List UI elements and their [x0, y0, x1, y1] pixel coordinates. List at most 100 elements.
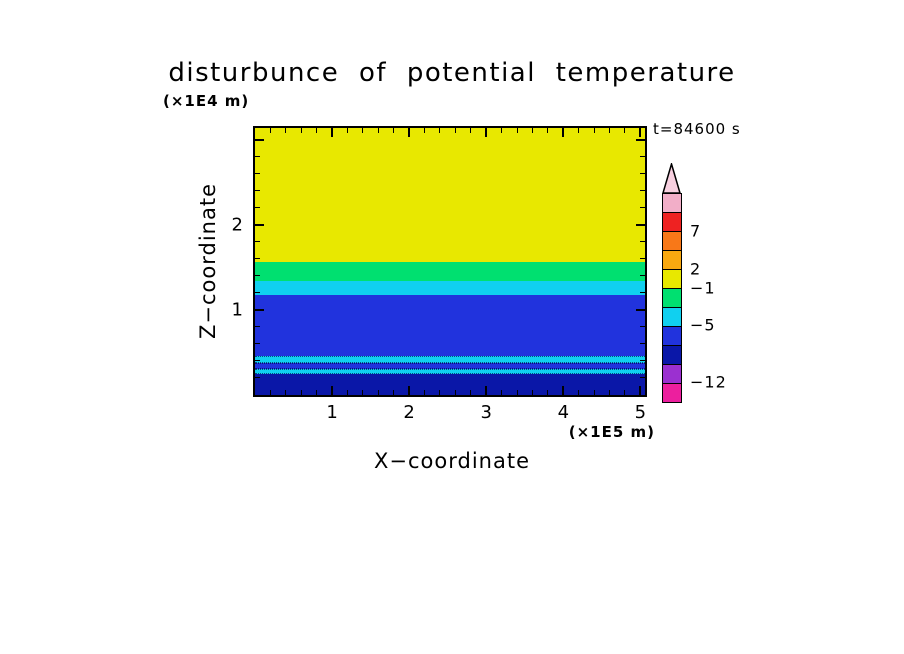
band-green-band [255, 262, 645, 282]
y-axis-title: Z−coordinate [196, 183, 220, 339]
minor-tick-x-bottom [501, 390, 503, 395]
y-axis-unit: (×1E4 m) [163, 92, 250, 110]
colorbar [662, 193, 682, 403]
major-tick-x-bottom [408, 386, 411, 395]
minor-tick-x-top [593, 128, 595, 133]
minor-tick-y-right [640, 326, 645, 328]
minor-tick-x-top [362, 128, 364, 133]
minor-tick-y-right [640, 190, 645, 192]
minor-tick-y-left [255, 343, 260, 345]
minor-tick-x-bottom [531, 390, 533, 395]
minor-tick-y-left [255, 207, 260, 209]
minor-tick-y-left [255, 173, 260, 175]
minor-tick-x-top [547, 128, 549, 133]
minor-tick-x-top [424, 128, 426, 133]
minor-tick-y-right [640, 156, 645, 158]
minor-tick-x-top [300, 128, 302, 133]
minor-tick-x-top [285, 128, 287, 133]
minor-tick-x-top [470, 128, 472, 133]
chart-title: disturbunce of potential temperature [168, 58, 736, 88]
minor-tick-x-top [501, 128, 503, 133]
x-axis-unit: (×1E5 m) [568, 423, 655, 441]
minor-tick-y-left [255, 377, 260, 379]
colorbar-label: 2 [690, 259, 702, 279]
band-cyan-stripe-low [255, 368, 645, 374]
major-tick-y-right [636, 308, 645, 311]
minor-tick-x-top [454, 128, 456, 133]
major-tick-x-top [639, 128, 642, 137]
x-tick-label: 2 [403, 402, 415, 423]
band-cyan-band [255, 281, 645, 295]
minor-tick-x-top [346, 128, 348, 133]
x-axis-title: X−coordinate [374, 449, 530, 473]
colorbar-segment-2 [663, 232, 681, 251]
major-tick-y-right [636, 138, 645, 141]
colorbar-segment-8 [663, 346, 681, 365]
minor-tick-y-right [640, 292, 645, 294]
colorbar-segment-3 [663, 251, 681, 270]
colorbar-segment-9 [663, 365, 681, 384]
minor-tick-y-right [640, 275, 645, 277]
minor-tick-y-right [640, 343, 645, 345]
minor-tick-x-bottom [593, 390, 595, 395]
minor-tick-x-top [269, 128, 271, 133]
minor-tick-x-bottom [269, 390, 271, 395]
minor-tick-x-bottom [285, 390, 287, 395]
minor-tick-y-right [640, 377, 645, 379]
x-tick-label: 5 [634, 402, 647, 423]
time-label: t=84600 s [653, 120, 741, 138]
minor-tick-x-bottom [393, 390, 395, 395]
minor-tick-x-bottom [516, 390, 518, 395]
colorbar-segment-0 [663, 194, 681, 213]
minor-tick-x-bottom [424, 390, 426, 395]
minor-tick-y-left [255, 360, 260, 362]
colorbar-label: −12 [690, 372, 727, 392]
minor-tick-x-top [393, 128, 395, 133]
major-tick-y-left [255, 308, 264, 311]
minor-tick-x-bottom [346, 390, 348, 395]
x-tick-label: 1 [326, 402, 338, 423]
major-tick-x-bottom [639, 386, 642, 395]
major-tick-y-right [636, 223, 645, 226]
minor-tick-y-left [255, 258, 260, 260]
major-tick-x-top [331, 128, 334, 137]
minor-tick-y-right [640, 360, 645, 362]
colorbar-segment-6 [663, 308, 681, 327]
colorbar-label: −5 [690, 315, 716, 335]
y-tick-label: 2 [231, 214, 243, 236]
minor-tick-x-top [624, 128, 626, 133]
major-tick-x-top [562, 128, 565, 137]
minor-tick-x-top [439, 128, 441, 133]
minor-tick-x-bottom [454, 390, 456, 395]
minor-tick-y-right [640, 173, 645, 175]
minor-tick-y-right [640, 207, 645, 209]
minor-tick-x-top [609, 128, 611, 133]
minor-tick-x-bottom [578, 390, 580, 395]
colorbar-segment-5 [663, 289, 681, 308]
minor-tick-x-top [377, 128, 379, 133]
minor-tick-y-left [255, 190, 260, 192]
minor-tick-y-right [640, 241, 645, 243]
band-blue-main [255, 294, 645, 356]
minor-tick-y-left [255, 241, 260, 243]
major-tick-x-top [408, 128, 411, 137]
major-tick-x-bottom [485, 386, 488, 395]
major-tick-y-left [255, 223, 264, 226]
minor-tick-x-top [316, 128, 318, 133]
minor-tick-x-bottom [316, 390, 318, 395]
plot-area [253, 126, 647, 397]
minor-tick-x-bottom [470, 390, 472, 395]
band-cyan-stripe-high [255, 355, 645, 363]
minor-tick-x-top [578, 128, 580, 133]
minor-tick-y-left [255, 292, 260, 294]
minor-tick-x-bottom [624, 390, 626, 395]
minor-tick-x-bottom [377, 390, 379, 395]
y-tick-label: 1 [231, 299, 243, 321]
major-tick-x-bottom [562, 386, 565, 395]
colorbar-segment-10 [663, 384, 681, 402]
minor-tick-x-top [531, 128, 533, 133]
colorbar-segment-7 [663, 327, 681, 346]
colorbar-label: 7 [690, 221, 702, 241]
minor-tick-x-top [516, 128, 518, 133]
band-dark-blue-bottom [255, 373, 645, 395]
